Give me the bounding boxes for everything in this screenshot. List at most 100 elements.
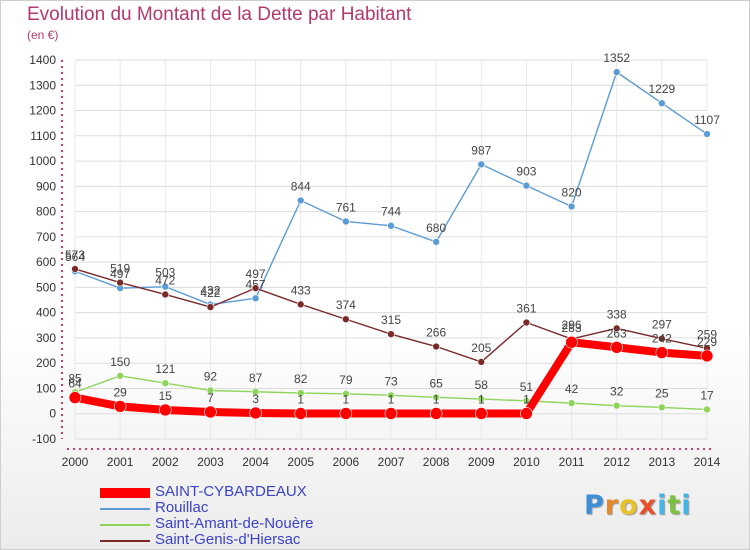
data-label-saint-cybardeaux: 1 — [343, 392, 350, 406]
legend-label-saint-cybardeaux: SAINT-CYBARDEAUX — [155, 483, 307, 500]
x-tick-label: 2011 — [559, 455, 585, 469]
legend-swatch-saint-amant — [100, 524, 150, 526]
data-point-saint-cybardeaux — [700, 349, 714, 363]
data-label-saint-cybardeaux: 15 — [159, 389, 173, 403]
legend-swatch-rouillac — [100, 508, 150, 510]
data-label-saint-genis-d-hiersac: 472 — [155, 273, 175, 287]
data-point-rouillac — [251, 294, 260, 303]
data-label-saint-genis-d-hiersac: 205 — [471, 341, 491, 355]
data-label-rouillac: 761 — [336, 200, 356, 214]
data-point-saint-cybardeaux — [429, 407, 443, 420]
logo-letter: P — [584, 490, 605, 521]
data-label-saint-genis-d-hiersac: 297 — [652, 318, 672, 332]
data-point-saint-cybardeaux — [113, 400, 127, 413]
y-tick-label: 900 — [36, 179, 56, 193]
data-point-saint-amant-de-nou-re — [342, 389, 350, 398]
data-point-saint-genis-d-hiersac — [432, 342, 440, 351]
data-label-saint-amant-de-nou-re: 17 — [700, 388, 714, 402]
logo-letter: r — [604, 490, 620, 521]
x-tick-label: 2000 — [62, 455, 89, 469]
data-point-rouillac — [161, 282, 170, 291]
data-point-rouillac — [567, 202, 576, 211]
data-label-saint-cybardeaux: 29 — [113, 385, 127, 399]
data-label-saint-genis-d-hiersac: 296 — [562, 318, 582, 332]
y-tick-label: 700 — [36, 230, 56, 244]
data-point-saint-cybardeaux — [339, 407, 353, 420]
data-label-rouillac: 744 — [381, 205, 401, 219]
data-label-saint-genis-d-hiersac: 361 — [516, 302, 536, 316]
data-point-saint-cybardeaux — [610, 340, 624, 354]
data-point-saint-cybardeaux — [565, 335, 578, 349]
data-point-saint-cybardeaux — [294, 407, 308, 420]
logo-letter: t — [667, 490, 682, 521]
data-label-rouillac: 820 — [562, 186, 582, 200]
legend-swatch-saint-cybardeaux — [100, 488, 150, 498]
data-label-saint-cybardeaux: 229 — [697, 335, 717, 349]
chart-subtitle: (en €) — [27, 28, 59, 42]
data-point-saint-cybardeaux — [249, 406, 262, 420]
y-tick-label: -100 — [32, 432, 56, 446]
legend-label-rouillac: Rouillac — [155, 499, 209, 516]
data-point-saint-cybardeaux — [384, 407, 398, 420]
data-point-saint-genis-d-hiersac — [477, 358, 486, 366]
data-point-saint-genis-d-hiersac — [116, 278, 124, 287]
data-point-rouillac — [703, 130, 711, 138]
data-point-rouillac — [522, 181, 531, 190]
data-point-saint-cybardeaux — [474, 407, 488, 420]
data-point-saint-genis-d-hiersac — [387, 330, 395, 338]
data-label-rouillac: 564 — [65, 250, 85, 264]
x-tick-label: 2002 — [152, 455, 179, 469]
x-tick-label: 2012 — [603, 455, 630, 469]
data-label-saint-amant-de-nou-re: 32 — [610, 385, 624, 399]
data-label-saint-amant-de-nou-re: 87 — [249, 371, 263, 385]
x-tick-label: 2010 — [513, 455, 540, 469]
x-tick-label: 2008 — [423, 455, 450, 469]
logo-letter: i — [681, 490, 692, 521]
data-point-saint-genis-d-hiersac — [522, 318, 531, 327]
y-tick-label: 100 — [36, 381, 56, 395]
data-point-saint-amant-de-nou-re — [567, 399, 576, 407]
data-label-saint-amant-de-nou-re: 92 — [204, 369, 218, 383]
data-label-rouillac: 987 — [471, 143, 491, 157]
data-point-saint-genis-d-hiersac — [206, 303, 215, 311]
data-label-rouillac: 457 — [246, 277, 266, 291]
data-point-saint-amant-de-nou-re — [387, 391, 395, 400]
logo-letter: o — [619, 490, 639, 521]
data-label-saint-genis-d-hiersac: 519 — [110, 262, 130, 276]
data-label-saint-genis-d-hiersac: 338 — [607, 307, 627, 321]
y-tick-label: 200 — [36, 356, 56, 370]
y-tick-label: 800 — [36, 205, 56, 219]
x-tick-label: 2009 — [468, 455, 495, 469]
data-point-rouillac — [387, 221, 395, 230]
x-tick-label: 2007 — [378, 455, 405, 469]
data-label-saint-amant-de-nou-re: 65 — [429, 376, 443, 390]
x-tick-label: 2004 — [242, 455, 269, 469]
data-label-saint-cybardeaux: 64 — [68, 377, 82, 391]
data-label-saint-amant-de-nou-re: 51 — [520, 380, 534, 394]
data-label-rouillac: 497 — [110, 267, 130, 281]
data-point-saint-amant-de-nou-re — [432, 393, 440, 402]
data-point-rouillac — [477, 160, 486, 169]
data-label-rouillac: 1352 — [603, 51, 630, 65]
chart-title: Evolution du Montant de la Dette par Hab… — [27, 4, 412, 25]
data-label-saint-genis-d-hiersac: 433 — [291, 283, 311, 297]
data-label-rouillac: 432 — [200, 284, 220, 298]
data-label-rouillac: 844 — [291, 179, 311, 193]
data-point-saint-amant-de-nou-re — [251, 387, 260, 396]
x-tick-label: 2001 — [107, 455, 134, 469]
data-label-saint-amant-de-nou-re: 82 — [294, 372, 308, 386]
data-label-saint-cybardeaux: 1 — [523, 392, 530, 406]
data-point-saint-cybardeaux — [655, 346, 669, 359]
data-label-saint-cybardeaux: 283 — [562, 321, 582, 335]
y-tick-label: 1400 — [29, 53, 56, 67]
y-tick-label: 600 — [36, 255, 56, 269]
y-tick-label: 1200 — [29, 104, 56, 118]
data-point-rouillac — [612, 68, 621, 76]
data-label-saint-amant-de-nou-re: 79 — [339, 373, 353, 387]
data-point-saint-amant-de-nou-re — [296, 389, 305, 397]
legend-label-saint-genis: Saint-Genis-d'Hiersac — [155, 531, 301, 548]
data-point-rouillac — [342, 217, 350, 226]
data-point-rouillac — [296, 196, 305, 205]
data-label-saint-cybardeaux: 3 — [252, 392, 259, 406]
